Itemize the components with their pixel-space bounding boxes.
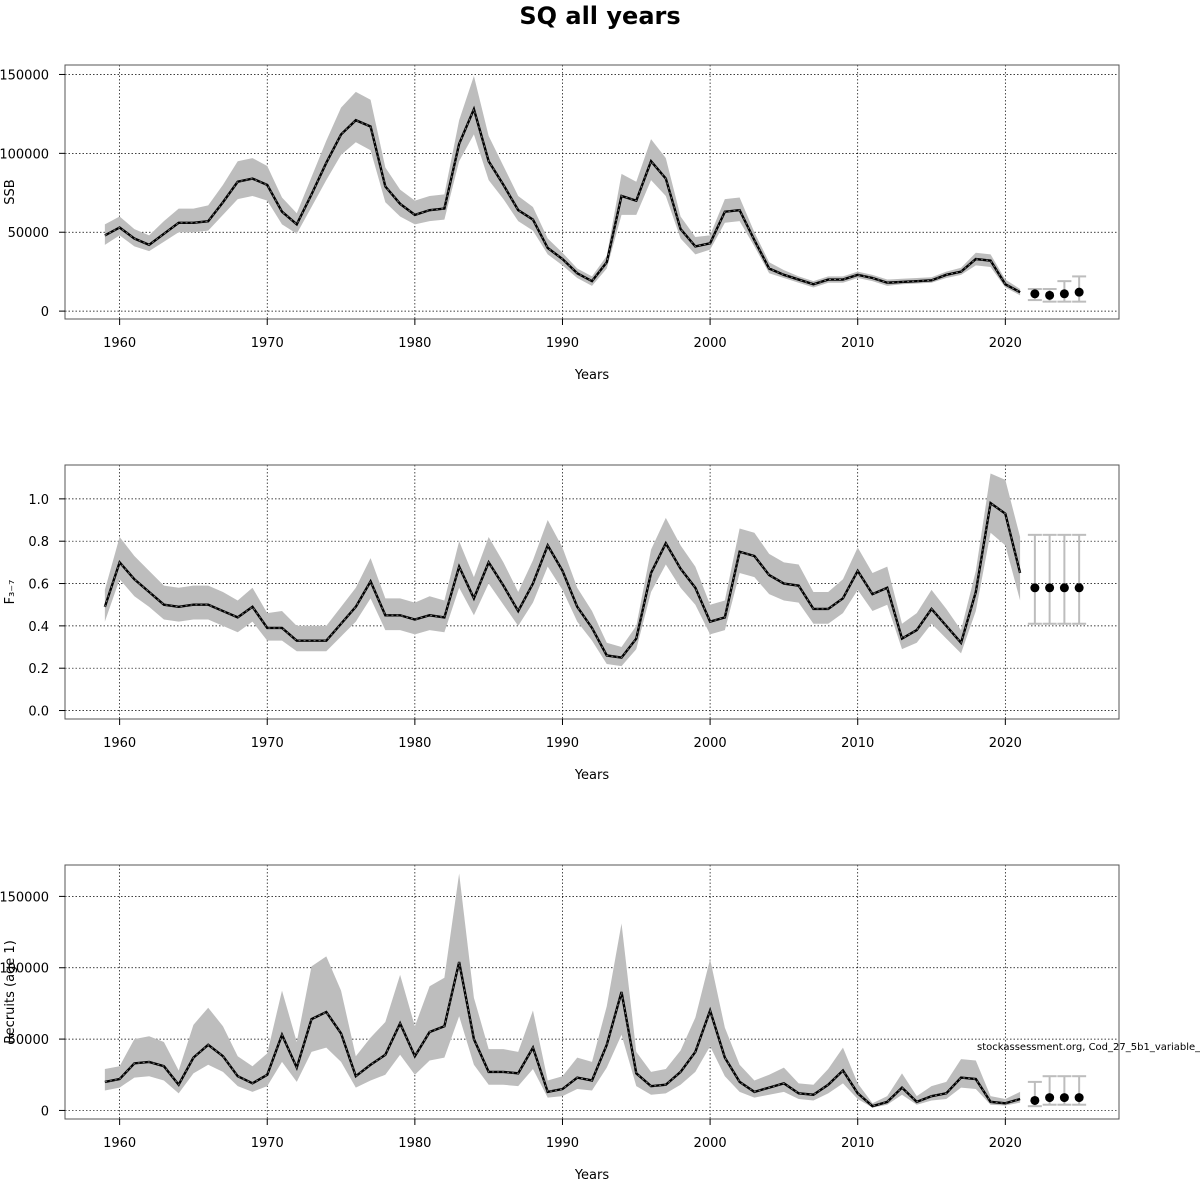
panel-recruits: 1960 1970 1980 1990 2000 2010 2020 0 50000 100000… <box>0 864 1120 1183</box>
x-tick-label: 2000 <box>694 336 727 351</box>
x-tick-label: 1980 <box>398 1136 431 1151</box>
forecast-point <box>1045 290 1055 300</box>
x-tick-label: 1980 <box>398 736 431 751</box>
x-tick-label: 1980 <box>398 336 431 351</box>
y-axis-label: Recruits (age 1) <box>3 940 18 1044</box>
x-tick-label: 2010 <box>841 1136 874 1151</box>
x-tick-label: 1960 <box>103 336 136 351</box>
x-tick-label: 2000 <box>694 736 727 751</box>
y-tick-label: 100000 <box>0 147 49 162</box>
forecast-point <box>1074 583 1084 593</box>
panel-ssb: 1960 1970 1980 1990 2000 2010 2020 0 50000 100000… <box>0 64 1120 383</box>
credit-label: stockassessment.org, Cod_27_5b1_variable… <box>977 1042 1200 1053</box>
x-tick-label: 2020 <box>989 1136 1022 1151</box>
forecast-point <box>1059 583 1069 593</box>
x-tick-label: 2020 <box>989 336 1022 351</box>
x-axis-label: Years <box>574 768 610 783</box>
x-tick-label: 1990 <box>546 736 579 751</box>
y-tick-label: 0.6 <box>28 578 49 593</box>
x-tick-label: 2010 <box>841 736 874 751</box>
y-tick-label: 50000 <box>8 226 49 241</box>
forecast-point <box>1045 583 1055 593</box>
y-tick-label: 0 <box>41 1104 49 1119</box>
forecast-point <box>1059 289 1069 299</box>
chart-title: SQ all years <box>519 2 681 30</box>
x-tick-label: 2010 <box>841 336 874 351</box>
x-tick-label: 2020 <box>989 736 1022 751</box>
plot-frame <box>64 864 1120 1120</box>
y-tick-label: 0.8 <box>28 535 49 550</box>
x-tick-label: 1990 <box>546 1136 579 1151</box>
forecast-point <box>1074 287 1084 297</box>
x-tick-label: 2000 <box>694 1136 727 1151</box>
x-tick-label: 1960 <box>103 736 136 751</box>
y-axis-label: SSB <box>3 179 18 204</box>
x-axis-label: Years <box>574 368 610 383</box>
y-tick-label: 150000 <box>0 890 49 905</box>
forecast-point <box>1030 1095 1040 1105</box>
y-tick-label: 50000 <box>8 1033 49 1048</box>
y-tick-label: 0.0 <box>28 705 49 720</box>
x-axis-label: Years <box>574 1168 610 1183</box>
y-tick-label: 100000 <box>0 962 49 977</box>
forecast-point <box>1045 1093 1055 1103</box>
y-tick-label: 0.4 <box>28 620 49 635</box>
estimate-line-dash <box>104 961 1021 1107</box>
plot-frame <box>64 64 1120 320</box>
plot-frame <box>64 464 1120 720</box>
y-tick-label: 0 <box>41 305 49 320</box>
y-tick-label: 1.0 <box>28 493 49 508</box>
y-tick-label: 150000 <box>0 68 49 83</box>
x-tick-label: 1990 <box>546 336 579 351</box>
confidence-band <box>104 873 1021 1108</box>
forecast-point <box>1030 583 1040 593</box>
estimate-line-dash <box>104 107 1021 293</box>
x-tick-label: 1960 <box>103 1136 136 1151</box>
x-tick-label: 1970 <box>251 336 284 351</box>
estimate-line-dash <box>104 502 1021 659</box>
forecast-point <box>1074 1093 1084 1103</box>
x-tick-label: 1970 <box>251 736 284 751</box>
panel-fishing-mortality: 1960 1970 1980 1990 2000 2010 2020 0.0 0.2 0.4 0.6… <box>3 464 1120 783</box>
confidence-band <box>104 76 1021 296</box>
x-tick-label: 1970 <box>251 1136 284 1151</box>
forecast-point <box>1059 1093 1069 1103</box>
y-axis-label: F₃₋₇ <box>3 580 18 605</box>
forecast-point <box>1030 289 1040 299</box>
y-tick-label: 0.2 <box>28 662 49 677</box>
